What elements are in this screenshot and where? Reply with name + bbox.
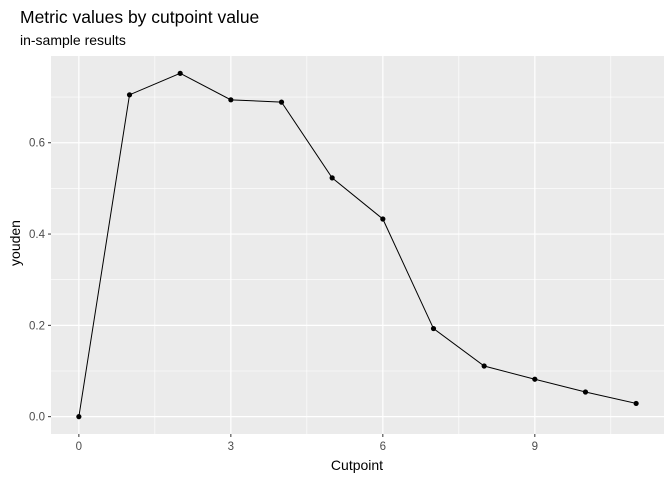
data-point: [633, 400, 639, 407]
y-tick-label: 0.4: [29, 229, 46, 241]
major-gridlines: [51, 56, 664, 434]
chart-subtitle: in-sample results: [20, 32, 126, 48]
x-axis-title: Cutpoint: [331, 457, 383, 473]
x-tick-label: 3: [228, 441, 234, 453]
x-tick-label: 6: [380, 441, 386, 453]
chart-title: Metric values by cutpoint value: [20, 7, 259, 27]
data-point: [430, 325, 437, 332]
data-point: [278, 99, 285, 105]
data-point: [532, 376, 538, 382]
series-layer: [76, 70, 639, 420]
y-tick-label: 0.6: [29, 138, 45, 150]
data-point: [329, 175, 335, 181]
data-point: [228, 97, 234, 103]
data-point: [380, 216, 386, 222]
data-point: [582, 389, 589, 395]
plot-panel: [51, 56, 664, 434]
data-point: [76, 414, 82, 420]
data-point: [481, 363, 487, 369]
minor-gridlines: [51, 56, 664, 434]
y-tick-label: 0.0: [29, 412, 45, 424]
x-tick-label: 9: [532, 441, 538, 453]
x-tick-label: 0: [76, 441, 82, 453]
axes-layer: 0 3 6 9 0.0 0.2 0.4 0.6: [29, 138, 538, 453]
y-axis-title: youden: [7, 220, 23, 266]
series-line: [78, 72, 637, 417]
y-tick-label: 0.2: [29, 320, 45, 332]
data-point: [126, 92, 133, 98]
data-point: [177, 70, 183, 76]
